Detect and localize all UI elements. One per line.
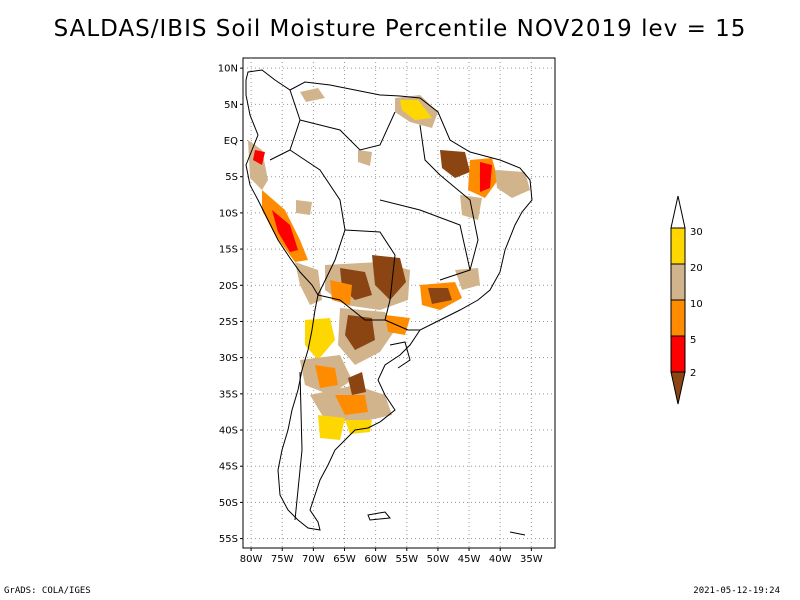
colorbar-bottom-arrow	[670, 371, 686, 405]
shade-patch	[335, 395, 368, 415]
lon-label: 65W	[333, 554, 356, 565]
border-amapa	[419, 124, 441, 176]
south-georgia	[509, 531, 526, 536]
shade-patch	[345, 420, 372, 434]
colorbar: 30 20 10 5 2	[670, 195, 703, 405]
shade-patch	[428, 288, 452, 304]
lat-label: 25S	[219, 317, 238, 328]
colorbar-top-arrow	[670, 195, 686, 229]
longitude-ticks: 80W 75W 70W 65W 60W 55W 50W 45W 40W 35W	[240, 548, 543, 565]
colorbar-segment-20-30	[670, 227, 686, 265]
shade-patch	[480, 162, 492, 192]
shade-patch	[348, 372, 366, 395]
shade-patch	[400, 100, 432, 120]
lat-label: 5S	[225, 172, 238, 183]
lon-label: 45W	[458, 554, 481, 565]
shade-patch	[296, 200, 312, 215]
shade-patch	[248, 140, 268, 190]
lat-label: 55S	[219, 534, 238, 545]
border-states	[439, 174, 479, 271]
map-frame	[242, 57, 556, 549]
lat-label: 30S	[219, 353, 238, 364]
lon-label: 55W	[395, 554, 418, 565]
shade-patch	[305, 318, 335, 360]
border-venezuela	[299, 111, 396, 151]
lat-label: 10S	[219, 208, 238, 219]
border-chile	[294, 371, 303, 521]
lat-label: 50S	[219, 498, 238, 509]
lat-label: 35S	[219, 389, 238, 400]
colorbar-label-5: 5	[690, 335, 696, 346]
shade-patch	[358, 150, 372, 166]
lon-label: 60W	[364, 554, 387, 565]
shade-patch	[455, 268, 480, 290]
border-peru-brazil	[289, 149, 346, 296]
shade-patch	[295, 262, 322, 305]
border-colombia	[269, 89, 301, 161]
lon-label: 35W	[520, 554, 543, 565]
border-bolivia	[344, 229, 396, 321]
shade-patch	[495, 170, 530, 198]
footer-left: GrADS: COLA/IGES	[4, 586, 91, 596]
border-states-2	[379, 199, 471, 281]
chart-title: SALDAS/IBIS Soil Moisture Percentile NOV…	[53, 16, 747, 42]
border-uruguay	[389, 341, 411, 369]
lat-label: 20S	[219, 281, 238, 292]
latitude-ticks: 10N 5N EQ 5S 10S 15S 20S 25S 30S 35S 40S 45S 50S 55S	[218, 64, 243, 545]
lat-label: 10N	[218, 64, 238, 75]
lon-label: 50W	[427, 554, 450, 565]
border-chile-argentina	[317, 294, 385, 321]
lat-label: 15S	[219, 245, 238, 256]
percentile-shading	[248, 88, 530, 440]
falklands	[367, 511, 391, 521]
shade-patch	[440, 150, 470, 178]
colorbar-label-2: 2	[690, 368, 696, 379]
footer-right: 2021-05-12-19:24	[693, 586, 780, 596]
shade-patch	[272, 210, 298, 252]
colorbar-segment-10-20	[670, 263, 686, 301]
south-america-outline	[245, 69, 533, 531]
colorbar-label-20: 20	[690, 263, 703, 274]
shade-patch	[300, 88, 325, 102]
lon-label: 80W	[240, 554, 263, 565]
map-grid	[243, 58, 555, 548]
shade-patch	[315, 365, 338, 388]
lon-label: 75W	[271, 554, 294, 565]
border-paraguay	[384, 319, 420, 331]
shade-patch	[372, 255, 406, 300]
colorbar-label-10: 10	[690, 299, 703, 310]
shade-patch	[345, 315, 375, 350]
lat-label: EQ	[224, 136, 238, 147]
colorbar-segment-2-5	[670, 335, 686, 373]
lon-label: 40W	[489, 554, 512, 565]
lon-label: 70W	[302, 554, 325, 565]
coastlines	[245, 69, 533, 536]
lat-label: 40S	[219, 426, 238, 437]
lat-label: 5N	[224, 100, 238, 111]
lat-label: 45S	[219, 462, 238, 473]
shade-patch	[318, 415, 345, 440]
shade-patch	[253, 150, 265, 165]
colorbar-segment-5-10	[670, 299, 686, 337]
colorbar-label-30: 30	[690, 227, 703, 238]
